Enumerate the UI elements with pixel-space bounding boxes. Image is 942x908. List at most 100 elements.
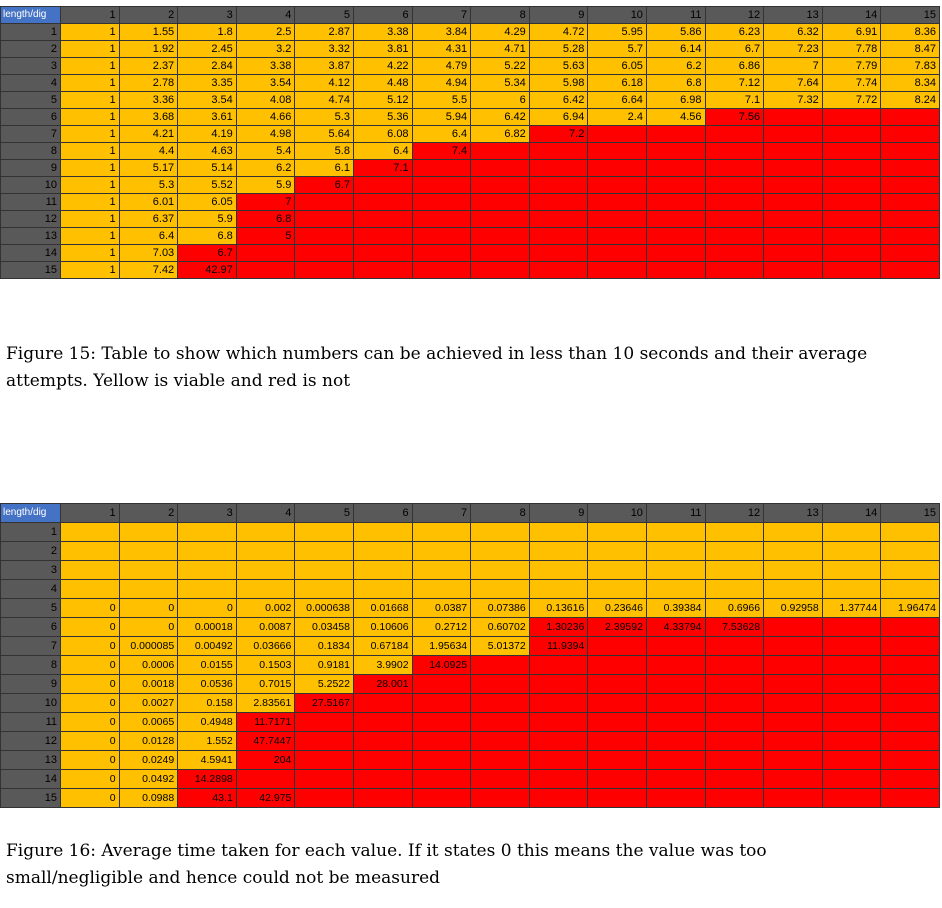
- table-cell: [645, 579, 706, 599]
- table-row: 3 1 2.37 2.84 3.38 3.87 4.22 4.79 5.22 5.63 6.05 6.…: [0, 57, 940, 75]
- table-row: 15 1 7.42 42.97: [0, 261, 940, 279]
- table-cell: 5.9: [235, 176, 296, 194]
- table-cell: [587, 674, 647, 694]
- table-cell: [821, 560, 882, 580]
- table-row: 11 0 0.0065 0.4948 11.7171: [0, 712, 940, 732]
- table-cell: [411, 560, 472, 580]
- table-row: 4: [0, 579, 940, 599]
- table-cell: [821, 693, 882, 713]
- table-cell: 6.8: [235, 210, 296, 228]
- table-cell: 0: [60, 617, 120, 637]
- table-cell: [528, 579, 589, 599]
- table-cell: 2.4: [587, 108, 647, 126]
- table-cell: 1.552: [177, 731, 237, 751]
- table-cell: 28.001: [352, 674, 413, 694]
- table-cell: [587, 541, 647, 561]
- table-cell: 2.37: [118, 57, 179, 75]
- table-cell: [704, 522, 765, 542]
- table-cell: [704, 579, 765, 599]
- table-cell: [470, 788, 530, 808]
- table-cell: 1: [60, 159, 120, 177]
- table-cell: 0.158: [177, 693, 237, 713]
- table-cell: 0.1503: [235, 655, 296, 675]
- table-cell: 3.38: [235, 57, 296, 75]
- table-row: 11 1 6.01 6.05 7: [0, 193, 940, 211]
- table-cell: [60, 560, 120, 580]
- table-cell: 6.37: [118, 210, 179, 228]
- header-row: length/dig 1 2 3 4 5 6 7 8 9 10 11 12 13 14 15: [0, 6, 940, 24]
- table-cell: 1: [60, 193, 120, 211]
- table-cell: [763, 769, 823, 789]
- column-header: 11: [645, 503, 706, 523]
- table-cell: [294, 788, 354, 808]
- table-cell: [880, 617, 940, 637]
- table-cell: 42.97: [177, 261, 237, 279]
- table-cell: 0: [118, 598, 179, 618]
- row-header: 12: [0, 210, 61, 228]
- table-row: 7 0 0.000085 0.00492 0.03666 0.1834 0.67184 1.9…: [0, 636, 940, 656]
- table-cell: [704, 176, 765, 194]
- table-cell: [411, 674, 472, 694]
- row-header: 14: [0, 769, 61, 789]
- table-cell: [411, 541, 472, 561]
- column-header: 15: [880, 503, 940, 523]
- table-cell: [294, 579, 354, 599]
- table-cell: [352, 227, 413, 245]
- table-cell: 4.79: [411, 57, 472, 75]
- table-cell: 3.61: [177, 108, 237, 126]
- table-row: 7 1 4.21 4.19 4.98 5.64 6.08 6.4 6.82 7.2: [0, 125, 940, 143]
- table-row: 1 1 1.55 1.8 2.5 2.87 3.38 3.84 4.29 4.72 5.95 5.86…: [0, 23, 940, 41]
- row-header: 5: [0, 598, 61, 618]
- table-cell: [587, 579, 647, 599]
- figure-15-caption: Figure 15: Table to show which numbers c…: [6, 344, 868, 391]
- table-cell: [704, 731, 765, 751]
- table-cell: 6.7: [294, 176, 354, 194]
- table-cell: 0: [60, 750, 120, 770]
- table-cell: 0.002: [235, 598, 296, 618]
- table-cell: [60, 541, 120, 561]
- table-cell: [352, 541, 413, 561]
- attempts-table: length/dig 1 2 3 4 5 6 7 8 9 10 11 12 13 14 15 1 1 1.55 1.8…: [0, 6, 940, 279]
- table-cell: 0.03666: [235, 636, 296, 656]
- table-cell: [587, 788, 647, 808]
- table-cell: 6.94: [528, 108, 589, 126]
- column-header: 10: [587, 6, 647, 24]
- table-cell: [880, 142, 940, 160]
- table-cell: [821, 261, 882, 279]
- table-cell: [587, 159, 647, 177]
- column-header: 5: [294, 503, 354, 523]
- table-cell: 0: [60, 636, 120, 656]
- table-cell: [880, 108, 940, 126]
- table-cell: [411, 193, 472, 211]
- table-row: 2: [0, 541, 940, 561]
- table-cell: 0.0249: [118, 750, 179, 770]
- table-cell: 0.0006: [118, 655, 179, 675]
- table-cell: [470, 159, 530, 177]
- table-cell: [645, 693, 706, 713]
- table-cell: 0.9181: [294, 655, 354, 675]
- table-cell: 0.0988: [118, 788, 179, 808]
- table-cell: 0.0027: [118, 693, 179, 713]
- table-cell: [821, 712, 882, 732]
- table-cell: 42.975: [235, 788, 296, 808]
- table-cell: [470, 712, 530, 732]
- table-cell: 2.39592: [587, 617, 647, 637]
- table-cell: 5.7: [587, 40, 647, 58]
- table-cell: [528, 159, 589, 177]
- table-cell: [587, 210, 647, 228]
- row-header: 3: [0, 57, 61, 75]
- table-cell: [587, 261, 647, 279]
- table-row: 2 1 1.92 2.45 3.2 3.32 3.81 4.31 4.71 5.28 5.7 6.14…: [0, 40, 940, 58]
- table-cell: 6.91: [821, 23, 882, 41]
- table-cell: 0.0536: [177, 674, 237, 694]
- table-cell: 5.4: [235, 142, 296, 160]
- table-cell: 6.7: [704, 40, 765, 58]
- table-cell: [411, 261, 472, 279]
- table-cell: [411, 522, 472, 542]
- table-row: 15 0 0.0988 43.1 42.975: [0, 788, 940, 808]
- table-cell: [880, 636, 940, 656]
- table-cell: 11.9394: [528, 636, 589, 656]
- row-header: 11: [0, 193, 61, 211]
- table-cell: 2.84: [177, 57, 237, 75]
- table-cell: [763, 210, 823, 228]
